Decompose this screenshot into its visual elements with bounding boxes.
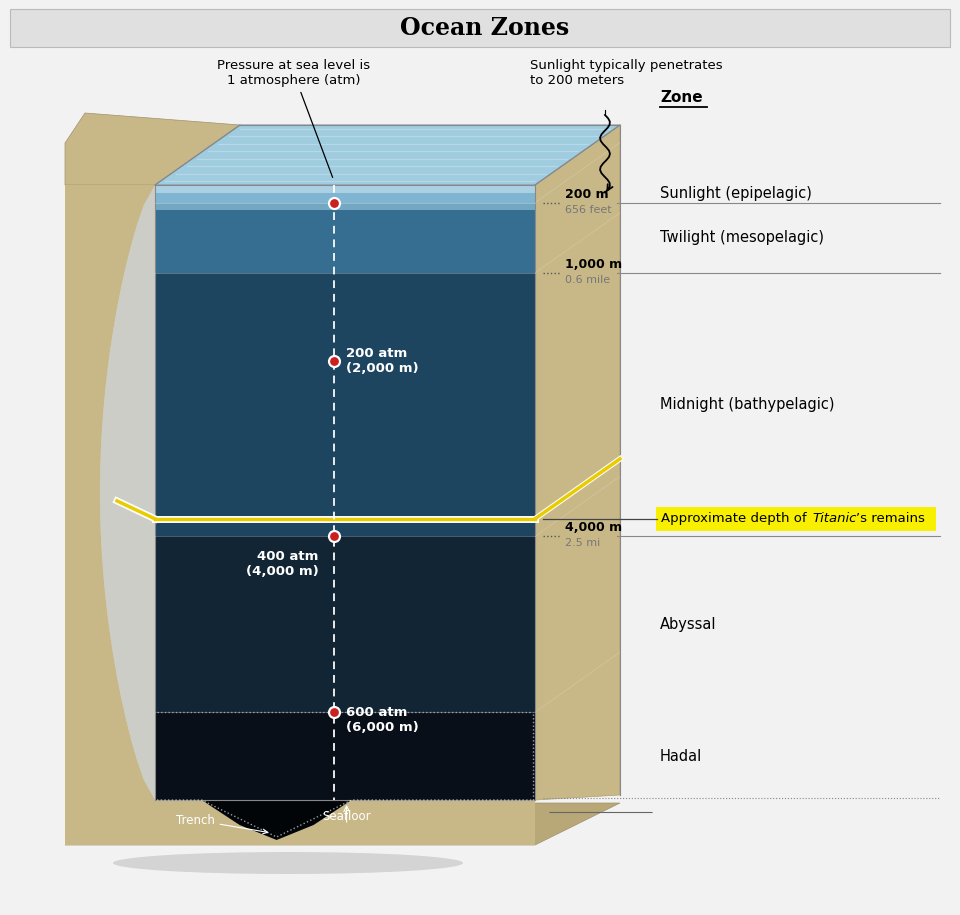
- Bar: [155, 800, 535, 845]
- Bar: [155, 202, 535, 273]
- Text: Trench: Trench: [176, 813, 268, 834]
- Text: Sunlight typically penetrates
to 200 meters: Sunlight typically penetrates to 200 met…: [530, 59, 723, 87]
- Point: [326, 529, 342, 544]
- Text: 200 atm
(2,000 m): 200 atm (2,000 m): [346, 347, 419, 375]
- Bar: [155, 273, 535, 536]
- Text: Zone: Zone: [660, 90, 703, 105]
- Text: 656 feet: 656 feet: [565, 205, 612, 215]
- Point: [326, 353, 342, 368]
- Polygon shape: [165, 800, 375, 840]
- Point: [326, 353, 342, 368]
- Bar: [155, 712, 535, 800]
- Point: [326, 195, 342, 210]
- Text: Twilight (mesopelagic): Twilight (mesopelagic): [660, 231, 824, 245]
- Text: Midnight (bathypelagic): Midnight (bathypelagic): [660, 397, 834, 412]
- Point: [326, 705, 342, 719]
- Ellipse shape: [113, 852, 463, 874]
- Polygon shape: [65, 185, 155, 845]
- Point: [326, 705, 342, 719]
- Text: 400 atm
(4,000 m): 400 atm (4,000 m): [246, 551, 319, 578]
- Text: 200 m: 200 m: [565, 188, 609, 200]
- Bar: [65, 800, 155, 845]
- Text: 4,000 m: 4,000 m: [565, 522, 622, 534]
- Text: 2.5 mi: 2.5 mi: [565, 538, 600, 548]
- Text: Approximate depth of: Approximate depth of: [661, 512, 811, 525]
- Bar: [155, 185, 535, 210]
- Text: Seafloor: Seafloor: [323, 811, 371, 824]
- Text: Abyssal: Abyssal: [660, 617, 716, 631]
- Text: Titanic: Titanic: [812, 512, 856, 525]
- Text: Ocean Zones: Ocean Zones: [400, 16, 569, 40]
- Polygon shape: [100, 185, 155, 800]
- Polygon shape: [155, 125, 620, 185]
- Bar: [10, 9, 950, 47]
- Polygon shape: [65, 803, 620, 845]
- Text: 600 atm
(6,000 m): 600 atm (6,000 m): [346, 706, 419, 734]
- Polygon shape: [535, 125, 620, 800]
- Bar: [155, 185, 535, 193]
- Bar: [155, 185, 535, 202]
- Text: 1,000 m: 1,000 m: [565, 258, 622, 271]
- Bar: [155, 536, 535, 712]
- Text: Pressure at sea level is
1 atmosphere (atm): Pressure at sea level is 1 atmosphere (a…: [217, 59, 371, 178]
- Polygon shape: [65, 113, 240, 185]
- Point: [326, 195, 342, 210]
- Point: [326, 529, 342, 544]
- Text: 0.6 mile: 0.6 mile: [565, 274, 611, 285]
- Text: ’s remains: ’s remains: [856, 512, 924, 525]
- Text: Sunlight (epipelagic): Sunlight (epipelagic): [660, 187, 812, 201]
- Text: Hadal: Hadal: [660, 748, 703, 764]
- FancyBboxPatch shape: [656, 507, 936, 531]
